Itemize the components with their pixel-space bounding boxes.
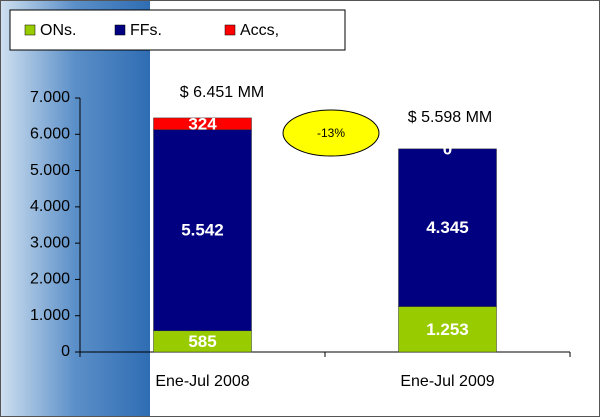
bar-segment: [398, 306, 497, 353]
data-label: 324: [188, 114, 217, 133]
total-label: $ 6.451 MM: [180, 84, 264, 101]
legend-label: ONs.: [40, 22, 76, 39]
legend-swatch: [24, 24, 36, 36]
y-tick-label: 4.000: [30, 198, 70, 215]
data-label: 1.253: [426, 320, 469, 339]
y-tick-label: 5.000: [30, 162, 70, 179]
total-label: $ 5.598 MM: [408, 109, 492, 126]
legend-box: [9, 9, 346, 51]
change-bubble: [282, 109, 380, 157]
y-tick-label: 1.000: [30, 307, 70, 324]
bar-segment: [153, 129, 252, 332]
legend-swatch: [224, 24, 236, 36]
data-label: 4.345: [426, 218, 469, 237]
y-tick-label: 6.000: [30, 126, 70, 143]
data-label: 5.542: [181, 221, 224, 240]
y-tick-label: 7.000: [30, 89, 70, 106]
y-tick-label: 2.000: [30, 271, 70, 288]
x-tick-label: Ene-Jul 2009: [400, 373, 494, 390]
y-tick-label: 0: [61, 343, 70, 360]
y-tick-label: 3.000: [30, 234, 70, 251]
legend-swatch: [114, 24, 126, 36]
x-tick-label: Ene-Jul 2008: [155, 373, 249, 390]
side-strip: [0, 0, 150, 417]
change-label: -13%: [317, 126, 345, 140]
bar-segment: [153, 117, 252, 130]
data-label: 0: [443, 139, 452, 158]
legend-label: FFs.: [130, 22, 162, 39]
legend-label: Accs,: [240, 22, 279, 39]
data-label: 585: [188, 332, 216, 351]
bar-segment: [398, 148, 497, 307]
